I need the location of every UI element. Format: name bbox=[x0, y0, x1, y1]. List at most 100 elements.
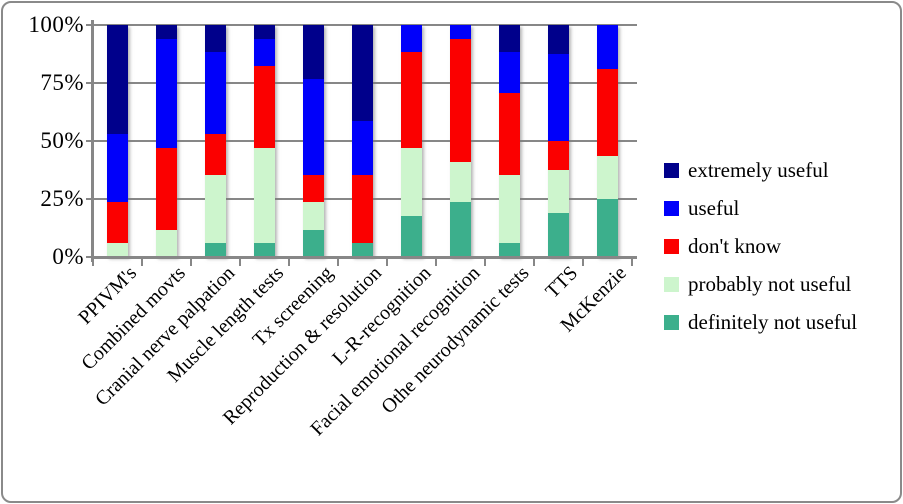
segment-probably-not-useful bbox=[401, 147, 422, 217]
segment-useful bbox=[107, 134, 128, 203]
legend-item-useful: useful bbox=[664, 197, 857, 219]
y-tick-label-0: 0% bbox=[52, 244, 84, 269]
segment-useful bbox=[352, 120, 373, 176]
stacked-bar-reproduction-resolution bbox=[352, 25, 373, 257]
segment-extremely-useful bbox=[107, 25, 128, 135]
x-axis-tick bbox=[386, 259, 388, 266]
y-tick-label-100: 100% bbox=[28, 12, 84, 37]
segment-definitely-not-useful bbox=[205, 243, 226, 257]
gridline-100 bbox=[93, 24, 637, 26]
stacked-bar-muscle-length-tests bbox=[254, 25, 275, 257]
legend-item-don-t-know: don't know bbox=[664, 235, 857, 257]
y-axis-line bbox=[91, 20, 94, 262]
y-tick-label-50: 50% bbox=[40, 128, 84, 153]
segment-don-t-know bbox=[401, 52, 422, 148]
y-axis-tick bbox=[86, 140, 92, 142]
segment-extremely-useful bbox=[548, 25, 569, 54]
stacked-bar-tx-screening bbox=[303, 25, 324, 257]
legend-swatch-probably-not-useful bbox=[664, 276, 679, 292]
x-axis-tick bbox=[141, 259, 143, 266]
segment-definitely-not-useful bbox=[303, 229, 324, 257]
stacked-bar-combined-movts bbox=[156, 25, 177, 257]
segment-probably-not-useful bbox=[597, 155, 618, 200]
plot-area bbox=[93, 24, 637, 257]
stacked-bar-othe-neurodynamic-tests bbox=[499, 25, 520, 257]
segment-probably-not-useful bbox=[499, 175, 520, 244]
legend-label-definitely-not-useful: definitely not useful bbox=[688, 310, 858, 334]
stacked-bar-l-r-recognition bbox=[401, 25, 422, 257]
segment-probably-not-useful bbox=[107, 243, 128, 257]
segment-don-t-know bbox=[499, 93, 520, 176]
stacked-bar-ppivm-s bbox=[107, 25, 128, 257]
x-axis-tick bbox=[190, 259, 192, 266]
x-axis-tick bbox=[239, 259, 241, 266]
segment-probably-not-useful bbox=[450, 161, 471, 203]
segment-probably-not-useful bbox=[303, 202, 324, 230]
segment-useful bbox=[597, 25, 618, 69]
segment-useful bbox=[303, 79, 324, 175]
legend-item-extremely-useful: extremely useful bbox=[664, 159, 857, 181]
x-axis-tick bbox=[484, 259, 486, 266]
segment-probably-not-useful bbox=[548, 169, 569, 214]
segment-definitely-not-useful bbox=[597, 199, 618, 257]
segment-useful bbox=[401, 25, 422, 53]
x-axis-tick bbox=[288, 259, 290, 266]
legend-swatch-definitely-not-useful bbox=[664, 314, 679, 330]
segment-don-t-know bbox=[205, 134, 226, 176]
x-axis-tick bbox=[435, 259, 437, 266]
x-axis-line bbox=[91, 256, 637, 259]
segment-definitely-not-useful bbox=[352, 243, 373, 257]
legend: extremely useful useful don't know probably… bbox=[664, 159, 857, 349]
y-axis-tick bbox=[86, 198, 92, 200]
y-axis-tick bbox=[86, 82, 92, 84]
stacked-bar-tts bbox=[548, 25, 569, 257]
segment-definitely-not-useful bbox=[254, 243, 275, 257]
legend-swatch-useful bbox=[664, 200, 679, 216]
segment-extremely-useful bbox=[156, 25, 177, 39]
stacked-bar-facial-emotional-recognition bbox=[450, 25, 471, 257]
y-tick-label-75: 75% bbox=[40, 70, 84, 95]
segment-don-t-know bbox=[450, 38, 471, 162]
segment-definitely-not-useful bbox=[450, 202, 471, 257]
y-axis-tick bbox=[86, 256, 92, 258]
segment-don-t-know bbox=[303, 174, 324, 203]
segment-useful bbox=[205, 52, 226, 135]
segment-useful bbox=[254, 38, 275, 67]
segment-don-t-know bbox=[597, 68, 618, 156]
legend-label-don-t-know: don't know bbox=[688, 234, 782, 258]
x-axis-tick bbox=[631, 259, 633, 266]
segment-extremely-useful bbox=[303, 25, 324, 80]
segment-probably-not-useful bbox=[254, 147, 275, 244]
segment-extremely-useful bbox=[254, 25, 275, 39]
legend-label-extremely-useful: extremely useful bbox=[688, 158, 829, 182]
legend-item-probably-not-useful: probably not useful bbox=[664, 273, 857, 295]
segment-extremely-useful bbox=[205, 25, 226, 53]
segment-definitely-not-useful bbox=[401, 216, 422, 257]
segment-extremely-useful bbox=[352, 25, 373, 121]
x-axis-tick bbox=[92, 259, 94, 266]
segment-definitely-not-useful bbox=[499, 243, 520, 257]
x-axis-tick bbox=[582, 259, 584, 266]
segment-probably-not-useful bbox=[156, 229, 177, 257]
segment-useful bbox=[156, 38, 177, 148]
x-axis-tick bbox=[337, 259, 339, 266]
stacked-bar-mckenzie bbox=[597, 25, 618, 257]
segment-useful bbox=[548, 54, 569, 141]
x-axis-tick bbox=[533, 259, 535, 266]
stacked-bar-cranial-nerve-palpation bbox=[205, 25, 226, 257]
legend-swatch-don-t-know bbox=[664, 238, 679, 254]
legend-label-useful: useful bbox=[688, 196, 740, 220]
segment-don-t-know bbox=[156, 147, 177, 230]
segment-useful bbox=[499, 52, 520, 94]
segment-definitely-not-useful bbox=[548, 213, 569, 257]
segment-don-t-know bbox=[548, 140, 569, 170]
legend-item-definitely-not-useful: definitely not useful bbox=[664, 311, 857, 333]
x-category-label-tts: TTS bbox=[541, 262, 583, 303]
legend-label-probably-not-useful: probably not useful bbox=[688, 272, 852, 296]
segment-useful bbox=[450, 25, 471, 39]
legend-swatch-extremely-useful bbox=[664, 162, 679, 178]
y-axis-tick bbox=[86, 24, 92, 26]
y-tick-label-25: 25% bbox=[40, 186, 84, 211]
segment-don-t-know bbox=[107, 202, 128, 244]
